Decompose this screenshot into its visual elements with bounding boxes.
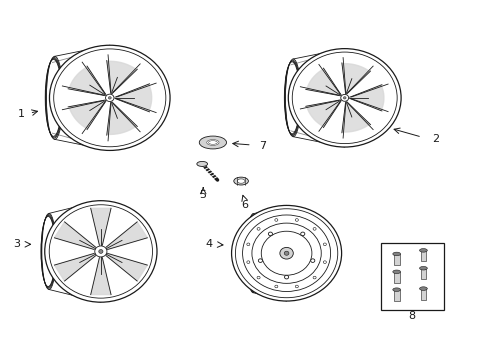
Ellipse shape bbox=[105, 94, 114, 102]
Polygon shape bbox=[106, 222, 147, 249]
Ellipse shape bbox=[340, 94, 348, 101]
Bar bbox=[420, 251, 426, 261]
Ellipse shape bbox=[99, 249, 103, 253]
Ellipse shape bbox=[274, 219, 277, 221]
Ellipse shape bbox=[279, 247, 293, 259]
Polygon shape bbox=[91, 258, 111, 294]
Ellipse shape bbox=[323, 243, 325, 246]
Polygon shape bbox=[106, 104, 137, 134]
Ellipse shape bbox=[274, 285, 277, 288]
Text: 1: 1 bbox=[18, 109, 25, 119]
Polygon shape bbox=[306, 69, 339, 95]
Ellipse shape bbox=[392, 288, 400, 292]
Ellipse shape bbox=[419, 249, 427, 252]
Text: 3: 3 bbox=[13, 239, 20, 249]
Bar bbox=[393, 254, 399, 265]
Ellipse shape bbox=[233, 177, 248, 185]
Ellipse shape bbox=[258, 259, 262, 262]
Ellipse shape bbox=[237, 179, 244, 183]
Polygon shape bbox=[106, 253, 147, 281]
Ellipse shape bbox=[310, 259, 314, 262]
Ellipse shape bbox=[295, 285, 298, 288]
Text: 6: 6 bbox=[241, 200, 247, 210]
Polygon shape bbox=[54, 253, 96, 281]
Ellipse shape bbox=[323, 261, 325, 264]
Text: 2: 2 bbox=[431, 134, 438, 144]
Bar bbox=[420, 269, 426, 279]
Ellipse shape bbox=[257, 228, 260, 230]
Bar bbox=[393, 272, 399, 283]
Ellipse shape bbox=[284, 275, 288, 279]
Ellipse shape bbox=[199, 136, 226, 149]
Ellipse shape bbox=[419, 266, 427, 270]
Ellipse shape bbox=[392, 252, 400, 256]
Ellipse shape bbox=[268, 232, 272, 236]
Bar bbox=[393, 290, 399, 301]
Polygon shape bbox=[69, 101, 104, 129]
Ellipse shape bbox=[288, 49, 400, 147]
Ellipse shape bbox=[284, 251, 288, 255]
Text: 8: 8 bbox=[408, 311, 415, 321]
Ellipse shape bbox=[246, 261, 249, 264]
Polygon shape bbox=[341, 64, 369, 92]
Bar bbox=[420, 289, 426, 300]
Text: 7: 7 bbox=[259, 141, 265, 151]
Ellipse shape bbox=[206, 140, 219, 145]
Polygon shape bbox=[106, 61, 137, 92]
Polygon shape bbox=[91, 208, 111, 245]
Ellipse shape bbox=[197, 161, 207, 166]
Ellipse shape bbox=[343, 96, 346, 99]
Ellipse shape bbox=[257, 276, 260, 279]
Bar bbox=[380, 243, 443, 310]
Ellipse shape bbox=[49, 45, 170, 150]
Polygon shape bbox=[341, 104, 369, 132]
Text: 4: 4 bbox=[205, 239, 212, 249]
Ellipse shape bbox=[246, 243, 249, 246]
Polygon shape bbox=[54, 222, 96, 249]
Ellipse shape bbox=[44, 201, 157, 302]
Ellipse shape bbox=[108, 96, 111, 99]
Ellipse shape bbox=[231, 206, 341, 301]
Polygon shape bbox=[117, 84, 151, 112]
Text: 5: 5 bbox=[199, 190, 206, 200]
Polygon shape bbox=[306, 101, 339, 127]
Ellipse shape bbox=[300, 232, 304, 236]
Polygon shape bbox=[69, 67, 104, 95]
Ellipse shape bbox=[312, 228, 315, 230]
Ellipse shape bbox=[95, 246, 107, 257]
Ellipse shape bbox=[295, 219, 298, 221]
Ellipse shape bbox=[419, 287, 427, 291]
Polygon shape bbox=[351, 85, 383, 111]
Ellipse shape bbox=[312, 276, 315, 279]
Ellipse shape bbox=[392, 270, 400, 274]
